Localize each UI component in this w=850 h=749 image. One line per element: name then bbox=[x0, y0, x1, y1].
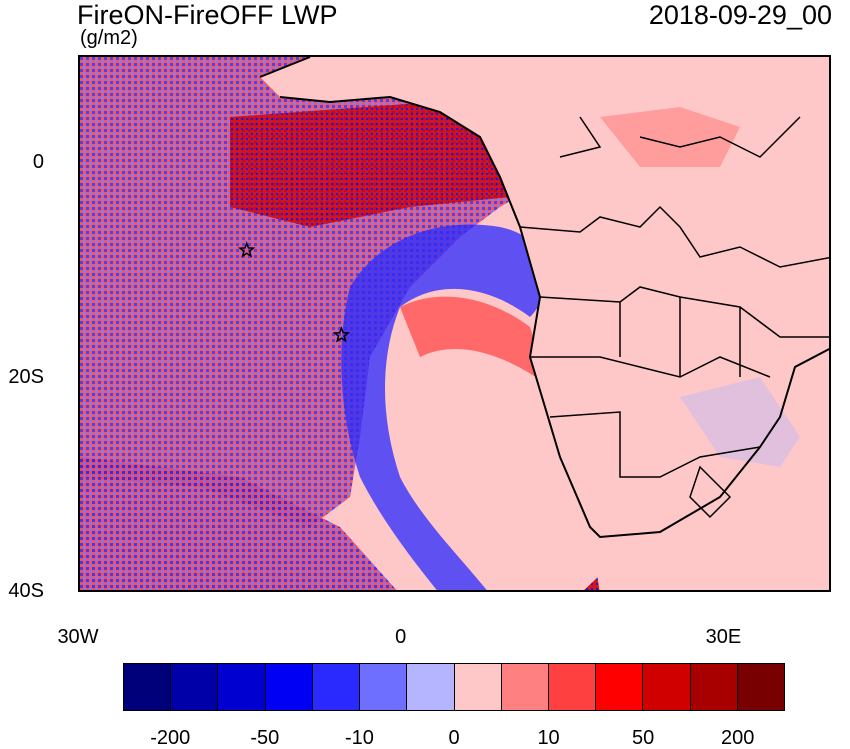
markers-layer bbox=[238, 241, 351, 343]
colorbar-tick-label: 0 bbox=[448, 727, 460, 749]
colorbar-swatch bbox=[548, 664, 597, 710]
y-tick-label: 20S bbox=[8, 366, 44, 389]
map-plot bbox=[78, 55, 831, 592]
map-title: FireON-FireOFF LWP bbox=[77, 0, 338, 30]
units-label: (g/m2) bbox=[80, 27, 138, 49]
colorbar-swatch bbox=[218, 664, 266, 710]
colorbar-tick-label: -10 bbox=[344, 727, 374, 749]
colorbar-tick-label: 200 bbox=[721, 727, 755, 749]
colorbar-swatch bbox=[360, 664, 408, 710]
colorbar-swatch bbox=[643, 664, 691, 710]
datetime-label: 2018-09-29_00 bbox=[648, 0, 832, 30]
y-tick-label: 40S bbox=[8, 580, 44, 602]
x-tick-label: 30W bbox=[57, 626, 99, 648]
colorbar-swatch bbox=[596, 664, 644, 710]
colorbar bbox=[123, 663, 785, 711]
colorbar-tick-label: -200 bbox=[150, 727, 191, 749]
colorbar-tick-label: 50 bbox=[632, 727, 655, 749]
colorbar-swatch bbox=[690, 664, 738, 710]
colorbar-tick-label: -50 bbox=[250, 727, 280, 749]
colorbar-swatch bbox=[407, 664, 455, 710]
star-marker-1 bbox=[238, 241, 256, 258]
x-tick-label: 0 bbox=[395, 626, 407, 648]
star-marker-2 bbox=[332, 326, 351, 343]
colorbar-swatch bbox=[124, 664, 172, 710]
colorbar-swatch bbox=[454, 664, 502, 710]
colorbar-swatch bbox=[737, 664, 785, 710]
y-tick-label: 0 bbox=[32, 151, 44, 174]
colorbar-swatch bbox=[312, 664, 361, 710]
colorbar-swatch bbox=[265, 664, 313, 710]
colorbar-swatch bbox=[171, 664, 219, 710]
colorbar-swatch bbox=[501, 664, 549, 710]
colorbar-tick-label: 10 bbox=[537, 727, 560, 749]
x-tick-label: 30E bbox=[705, 626, 742, 648]
map-field bbox=[80, 57, 829, 590]
